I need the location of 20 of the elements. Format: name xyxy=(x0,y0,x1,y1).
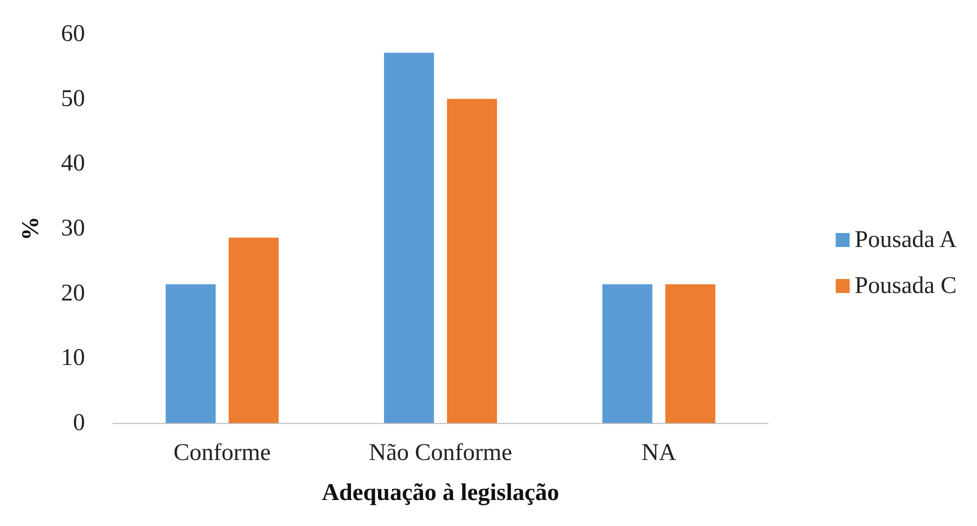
y-tick-label: 40 xyxy=(61,150,85,177)
y-tick-label: 60 xyxy=(61,21,85,47)
y-tick-label: 50 xyxy=(61,86,85,112)
x-tick-label: NA xyxy=(641,440,677,466)
x-tick-label: Conforme xyxy=(174,440,271,466)
x-axis-title: Adequação à legislação xyxy=(322,480,560,506)
bar xyxy=(602,284,652,423)
y-tick-label: 20 xyxy=(61,280,85,306)
legend-label: Pousada C xyxy=(854,273,957,299)
bar xyxy=(384,52,434,423)
bar xyxy=(228,238,279,423)
y-axis-title: % xyxy=(18,216,44,240)
bar xyxy=(447,98,497,423)
y-tick-label: 10 xyxy=(61,345,85,372)
bar xyxy=(665,284,716,423)
y-tick-label: 30 xyxy=(61,216,85,242)
x-tick-label: Não Conforme xyxy=(368,440,512,466)
y-tick-label: 0 xyxy=(73,410,85,436)
bar xyxy=(166,284,216,423)
legend-label: Pousada A xyxy=(854,227,958,253)
